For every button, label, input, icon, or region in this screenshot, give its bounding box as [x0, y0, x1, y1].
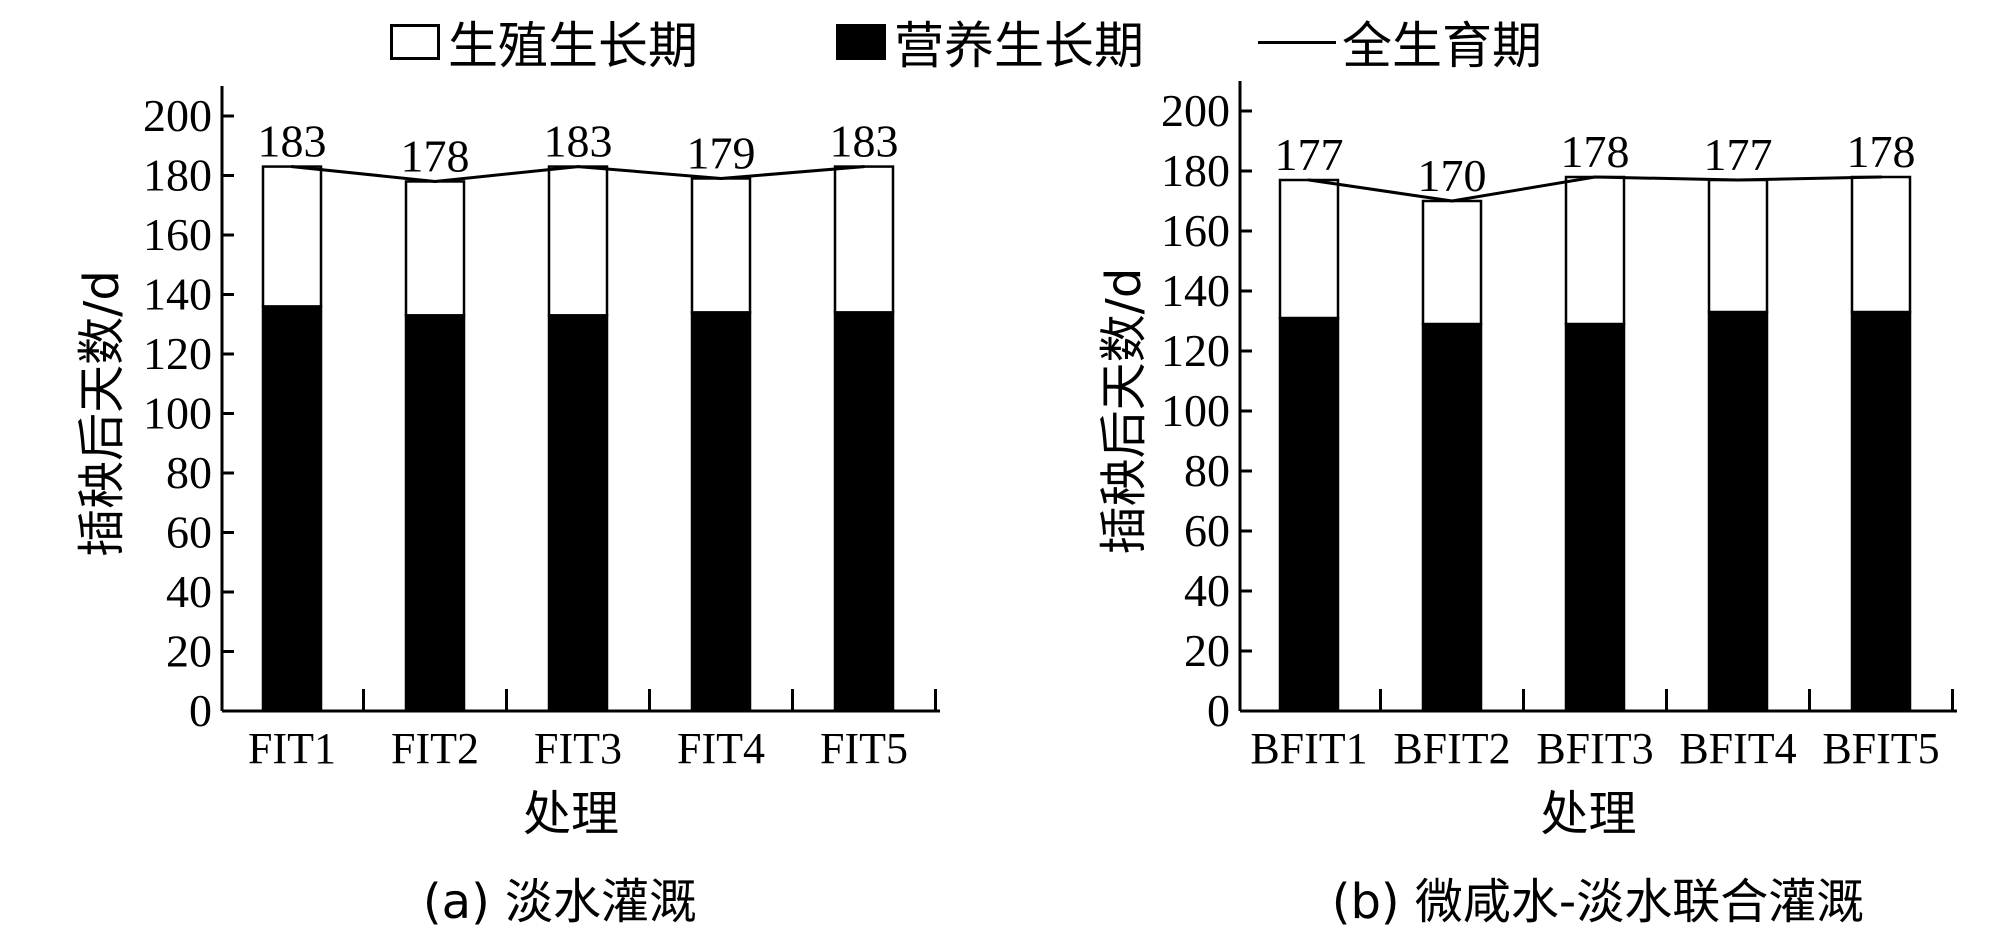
- panel-a-bar-reproductive-FIT4: [690, 177, 752, 314]
- panel-b-x-axis-title: 处理: [1540, 786, 1636, 842]
- panel-a-bar-reproductive-FIT2: [404, 180, 466, 317]
- panel-b-bar-vegetative-BFIT4: [1707, 310, 1769, 713]
- panel-a-bar-reproductive-FIT5: [833, 165, 895, 314]
- panel-b-caption: (b) 微咸水-淡水联合灌溉: [1332, 874, 1865, 930]
- panel-a-y-tick-label-60: 60: [166, 507, 212, 558]
- panel-a-y-tick-label-120: 120: [143, 328, 212, 379]
- panel-a-bar-reproductive-FIT3: [547, 165, 609, 317]
- panel-a-line-point-FIT4: [719, 176, 723, 180]
- panel-a-y-tick-label-0: 0: [189, 685, 212, 736]
- panel-b-bar-reproductive-BFIT1: [1278, 178, 1340, 320]
- panel-a-x-label-FIT5: FIT5: [820, 724, 908, 773]
- panel-b-x-label-BFIT5: BFIT5: [1822, 724, 1939, 773]
- legend-label-reproductive: 生殖生长期: [448, 17, 698, 75]
- panel-a-y-tick-label-200: 200: [143, 90, 212, 141]
- panel-a-x-label-FIT1: FIT1: [248, 724, 336, 773]
- legend-item-total: 全生育期: [1258, 14, 1542, 75]
- panel-b-bar-reproductive-BFIT3: [1564, 175, 1626, 326]
- panel-a-x-axis-title: 处理: [523, 786, 619, 842]
- panel-a-y-tick-label-140: 140: [143, 269, 212, 320]
- panel-b-value-label-BFIT3: 178: [1561, 126, 1630, 177]
- panel-b-bar-reproductive-BFIT5: [1850, 175, 1912, 314]
- panel-a-caption: (a) 淡水灌溉: [423, 874, 697, 930]
- panel-b-line-point-BFIT4: [1736, 178, 1740, 182]
- panel-b-y-tick-label-100: 100: [1161, 385, 1230, 436]
- panel-a-value-label-FIT3: 183: [544, 116, 613, 167]
- panel-a-bar-reproductive-FIT1: [261, 165, 323, 308]
- panel-a-value-label-FIT2: 178: [401, 130, 470, 181]
- panel-b-y-tick-label-180: 180: [1161, 145, 1230, 196]
- panel-b-x-label-BFIT1: BFIT1: [1250, 724, 1367, 773]
- panel-a-x-label-FIT3: FIT3: [534, 724, 622, 773]
- panel-a-bar-vegetative-FIT2: [404, 314, 466, 713]
- panel-a-bar-vegetative-FIT4: [690, 311, 752, 713]
- panel-b-bar-reproductive-BFIT2: [1421, 199, 1483, 326]
- panel-b-value-label-BFIT4: 177: [1704, 129, 1773, 180]
- legend-item-reproductive: 生殖生长期: [390, 14, 698, 75]
- panel-b-bar-vegetative-BFIT3: [1564, 322, 1626, 713]
- panel-b-bar-vegetative-BFIT5: [1850, 310, 1912, 713]
- panel-a-y-tick-label-20: 20: [166, 626, 212, 677]
- panel-a-x-label-FIT2: FIT2: [391, 724, 479, 773]
- panel-a-line-point-FIT5: [862, 165, 866, 169]
- legend-label-vegetative: 营养生长期: [894, 17, 1144, 75]
- panel-b-bar-vegetative-BFIT2: [1421, 322, 1483, 713]
- panel-a-y-tick-label-180: 180: [143, 150, 212, 201]
- panel-b-value-label-BFIT1: 177: [1275, 129, 1344, 180]
- panel-b-y-tick-label-60: 60: [1184, 505, 1230, 556]
- panel-b-x-label-BFIT3: BFIT3: [1536, 724, 1653, 773]
- panel-b-bar-reproductive-BFIT4: [1707, 178, 1769, 314]
- panel-b-y-tick-label-160: 160: [1161, 205, 1230, 256]
- panel-b-line-point-BFIT1: [1307, 178, 1311, 182]
- panel-b-line-point-BFIT3: [1593, 175, 1597, 179]
- panel-b-bar-vegetative-BFIT1: [1278, 316, 1340, 713]
- panel-a-y-tick-label-160: 160: [143, 209, 212, 260]
- panel-b-x-label-BFIT4: BFIT4: [1679, 724, 1796, 773]
- legend-label-total: 全生育期: [1342, 17, 1542, 75]
- panel-a-value-label-FIT1: 183: [258, 116, 327, 167]
- panel-a-bar-vegetative-FIT5: [833, 311, 895, 713]
- panel-a-bar-vegetative-FIT1: [261, 305, 323, 713]
- panel-a-y-tick-label-80: 80: [166, 447, 212, 498]
- panel-b-line-point-BFIT2: [1450, 199, 1454, 203]
- panel-b-line-point-BFIT5: [1879, 175, 1883, 179]
- panel-b-y-tick-label-140: 140: [1161, 265, 1230, 316]
- panel-b-y-tick-label-80: 80: [1184, 445, 1230, 496]
- panel-b-y-tick-label-40: 40: [1184, 565, 1230, 616]
- panel-b-x-label-BFIT2: BFIT2: [1393, 724, 1510, 773]
- panel-b-y-tick-label-120: 120: [1161, 325, 1230, 376]
- panel-b-y-axis-title: 插秧后天数/d: [1096, 268, 1152, 555]
- legend-swatch-vegetative: [836, 24, 886, 60]
- panel-a-line-point-FIT1: [290, 165, 294, 169]
- panel-b-value-label-BFIT5: 178: [1847, 126, 1916, 177]
- panel-a-x-label-FIT4: FIT4: [677, 724, 765, 773]
- legend-swatch-total: [1258, 40, 1336, 44]
- panel-b-y-tick-label-20: 20: [1184, 625, 1230, 676]
- chart-legend: 生殖生长期 营养生长期 全生育期: [0, 0, 2008, 84]
- legend-swatch-reproductive: [390, 24, 440, 60]
- panel-a-y-axis-title: 插秧后天数/d: [74, 270, 130, 557]
- panel-a-bar-vegetative-FIT3: [547, 314, 609, 713]
- panel-a-line-point-FIT2: [433, 179, 437, 183]
- panel-a-value-label-FIT4: 179: [687, 127, 756, 178]
- panel-b-value-label-BFIT2: 170: [1418, 150, 1487, 201]
- panel-a-value-label-FIT5: 183: [830, 116, 899, 167]
- legend-item-vegetative: 营养生长期: [836, 14, 1144, 75]
- panel-a-y-tick-label-40: 40: [166, 566, 212, 617]
- panel-a-line-point-FIT3: [576, 165, 580, 169]
- panel-b-y-tick-label-200: 200: [1161, 85, 1230, 136]
- panel-b-y-tick-label-0: 0: [1207, 685, 1230, 736]
- panel-a-y-tick-label-100: 100: [143, 388, 212, 439]
